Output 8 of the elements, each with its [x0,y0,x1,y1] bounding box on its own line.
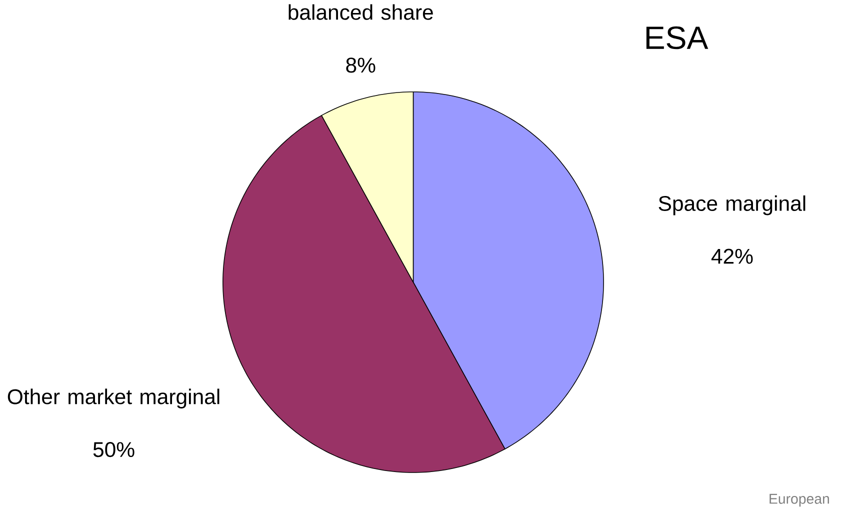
slice-label: Space marginal [658,195,806,216]
data-label: 50% [93,442,134,458]
slice-label: Other market marginal [8,388,220,409]
data-label: 8% [346,58,376,73]
slice-label: balanced share [288,4,433,20]
text: European [770,494,829,507]
text: ESA [646,26,708,50]
data-label: 42% [711,248,753,264]
